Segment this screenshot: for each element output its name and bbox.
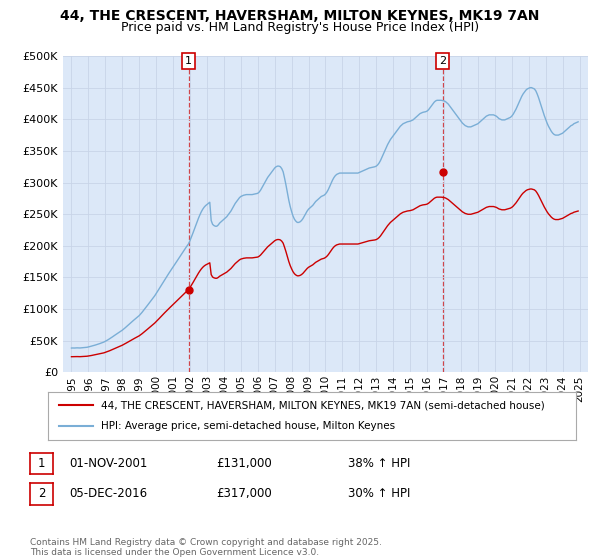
Text: 44, THE CRESCENT, HAVERSHAM, MILTON KEYNES, MK19 7AN: 44, THE CRESCENT, HAVERSHAM, MILTON KEYN… (61, 9, 539, 23)
Text: 38% ↑ HPI: 38% ↑ HPI (348, 457, 410, 470)
Text: 05-DEC-2016: 05-DEC-2016 (69, 487, 147, 501)
Text: £131,000: £131,000 (216, 457, 272, 470)
Text: 1: 1 (38, 457, 45, 470)
Text: Price paid vs. HM Land Registry's House Price Index (HPI): Price paid vs. HM Land Registry's House … (121, 21, 479, 34)
Text: £317,000: £317,000 (216, 487, 272, 501)
Text: Contains HM Land Registry data © Crown copyright and database right 2025.
This d: Contains HM Land Registry data © Crown c… (30, 538, 382, 557)
Text: 44, THE CRESCENT, HAVERSHAM, MILTON KEYNES, MK19 7AN (semi-detached house): 44, THE CRESCENT, HAVERSHAM, MILTON KEYN… (101, 400, 545, 410)
Text: 30% ↑ HPI: 30% ↑ HPI (348, 487, 410, 501)
Text: HPI: Average price, semi-detached house, Milton Keynes: HPI: Average price, semi-detached house,… (101, 421, 395, 431)
Text: 2: 2 (38, 487, 45, 501)
Text: 1: 1 (185, 56, 192, 66)
Text: 01-NOV-2001: 01-NOV-2001 (69, 457, 148, 470)
Text: 2: 2 (439, 56, 446, 66)
